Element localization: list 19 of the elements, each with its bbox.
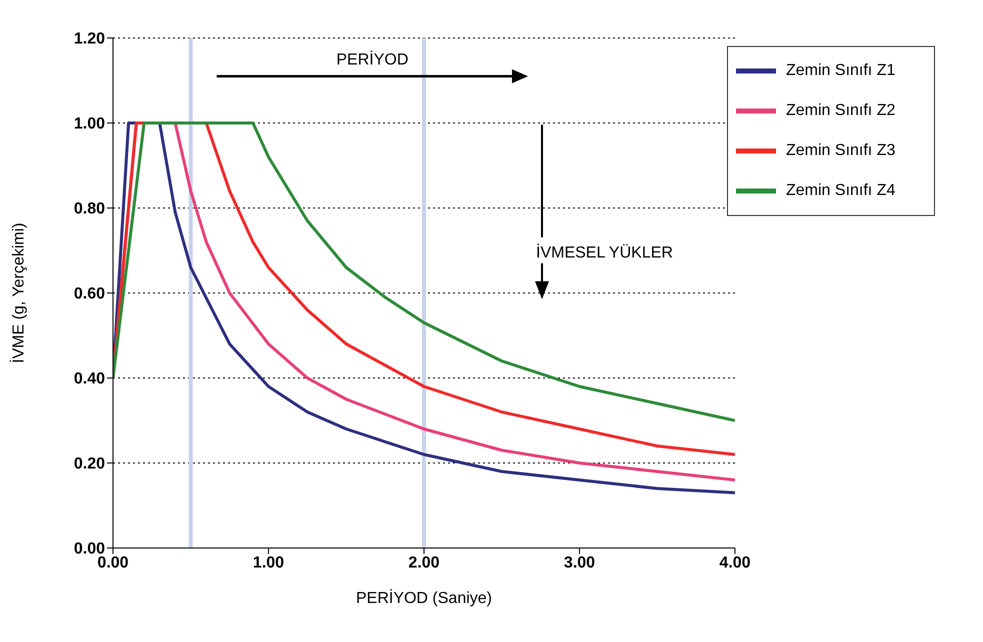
legend-label: Zemin Sınıfı Z2 (786, 102, 896, 120)
x-tick-label: 4.00 (719, 554, 751, 572)
y-tick-label: 1.20 (74, 30, 106, 48)
y-axis-title: İVME (g, Yerçekimi) (10, 222, 28, 364)
x-tick-label: 0.00 (97, 554, 129, 572)
x-tick-label: 3.00 (564, 554, 596, 572)
x-tick-label: 2.00 (408, 554, 440, 572)
legend-label: Zemin Sınıfı Z3 (786, 142, 896, 160)
x-tick-label: 1.00 (252, 554, 284, 572)
annotation: PERİYOD (336, 50, 408, 68)
legend-label: Zemin Sınıfı Z1 (786, 62, 896, 80)
y-tick-label: 0.80 (74, 200, 106, 218)
y-tick-label: 0.20 (74, 456, 106, 473)
y-tick-label: 1.00 (74, 116, 106, 133)
y-tick-label: 0.40 (74, 370, 106, 388)
y-tick-label: 0.60 (74, 286, 106, 303)
legend-label: Zemin Sınıfı Z4 (786, 182, 896, 200)
annotation: İVMESEL YÜKLER (536, 243, 673, 262)
x-axis-title: PERİYOD (Saniye) (356, 589, 492, 607)
